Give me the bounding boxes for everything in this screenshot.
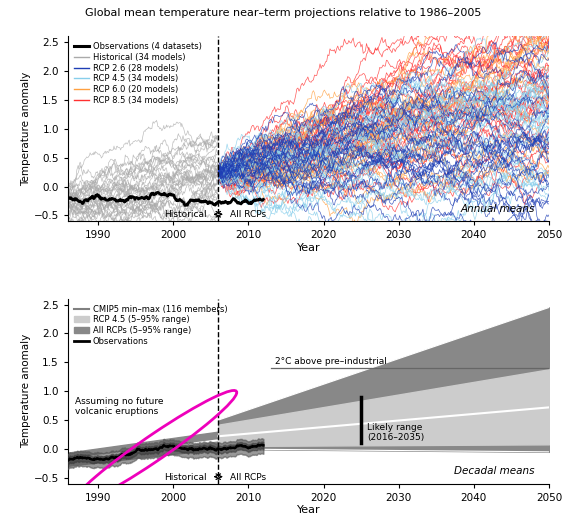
Text: Likely range
(2016–2035): Likely range (2016–2035) xyxy=(367,423,424,443)
Text: Historical: Historical xyxy=(164,211,207,219)
Text: Historical: Historical xyxy=(164,473,207,482)
X-axis label: Year: Year xyxy=(297,505,320,515)
Text: Global mean temperature near–term projections relative to 1986–2005: Global mean temperature near–term projec… xyxy=(85,8,481,18)
Legend: Observations (4 datasets), Historical (34 models), RCP 2.6 (28 models), RCP 4.5 : Observations (4 datasets), Historical (3… xyxy=(72,41,203,106)
Text: Assuming no future
volcanic eruptions: Assuming no future volcanic eruptions xyxy=(75,397,164,417)
Text: All RCPs: All RCPs xyxy=(230,473,265,482)
Text: 2°C above pre–industrial: 2°C above pre–industrial xyxy=(275,357,387,366)
Text: Annual means: Annual means xyxy=(460,204,534,214)
Legend: CMIP5 min–max (116 members), RCP 4.5 (5–95% range), All RCPs (5–95% range), Obse: CMIP5 min–max (116 members), RCP 4.5 (5–… xyxy=(72,303,229,347)
Text: Decadal means: Decadal means xyxy=(454,466,534,476)
Y-axis label: Temperature anomaly: Temperature anomaly xyxy=(21,334,31,448)
Text: All RCPs: All RCPs xyxy=(230,211,265,219)
Y-axis label: Temperature anomaly: Temperature anomaly xyxy=(21,72,31,186)
X-axis label: Year: Year xyxy=(297,243,320,253)
